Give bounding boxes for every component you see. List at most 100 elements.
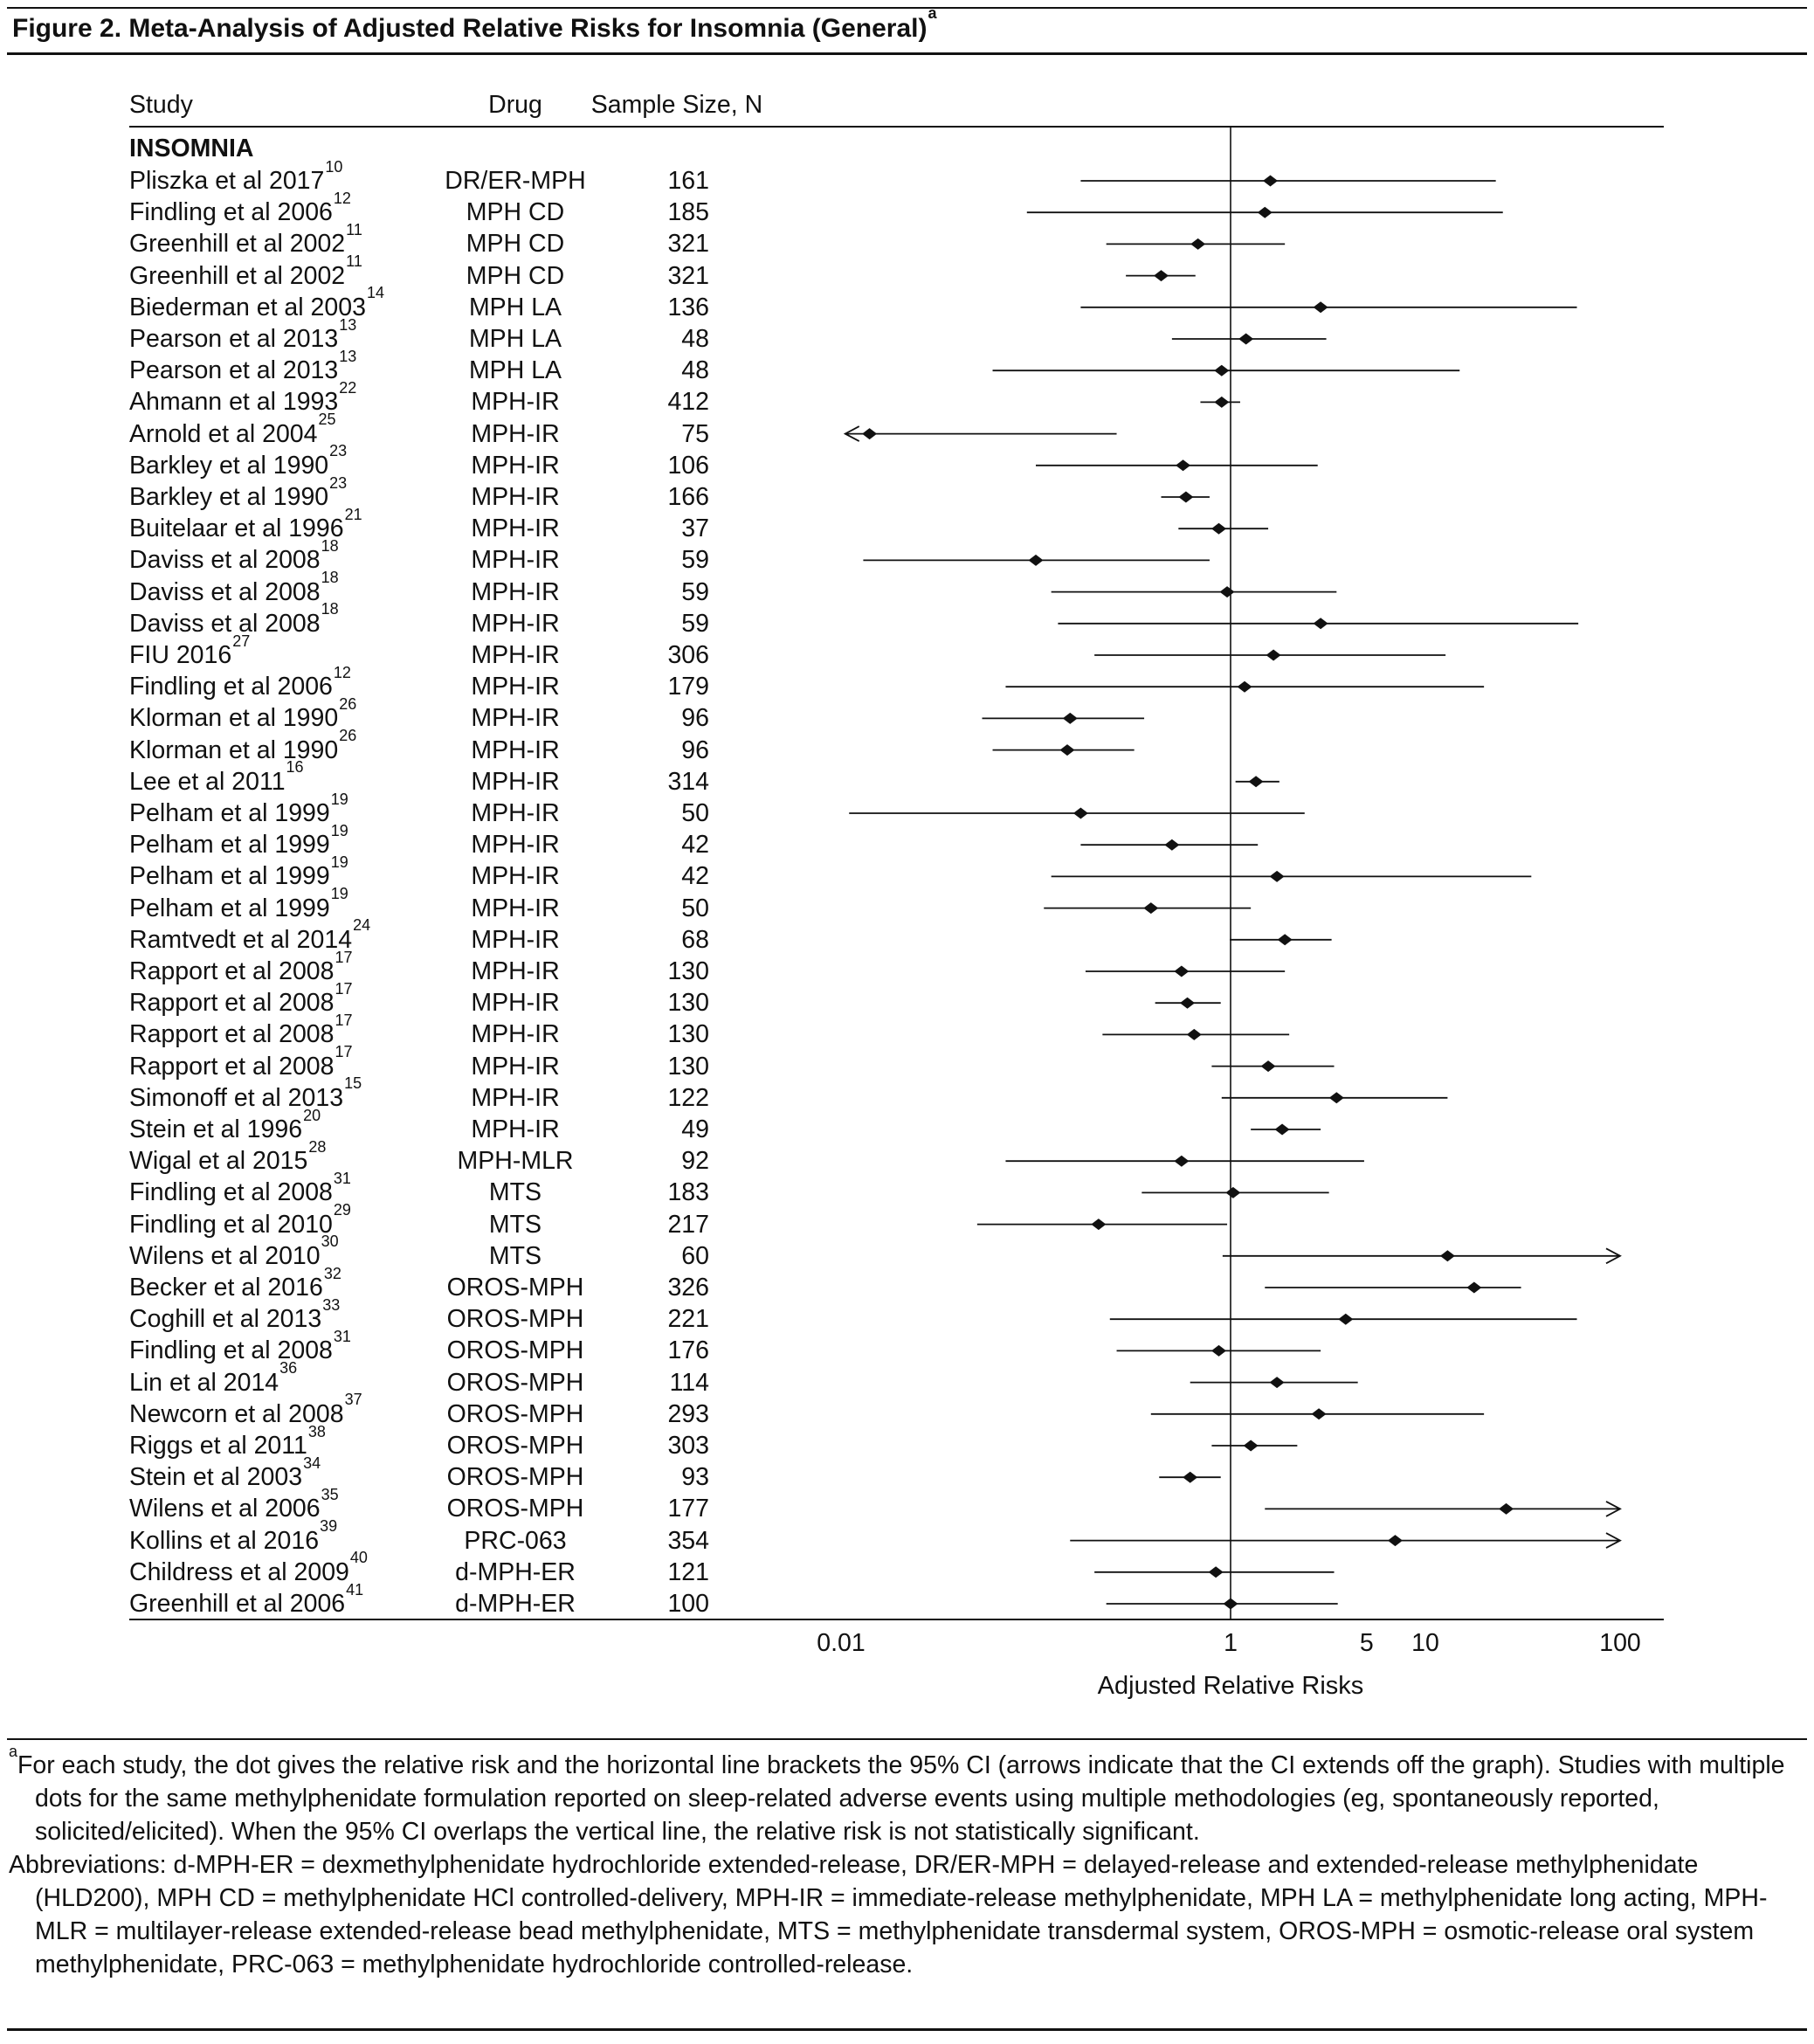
study-label: Riggs et al 201138 (129, 1422, 326, 1460)
drug-label: MPH-IR (471, 704, 560, 733)
study-label: Findling et al 200612 (129, 189, 351, 227)
study-row: Findling et al 200831 OROS-MPH 176 (0, 1329, 1814, 1366)
title-underline-rule (7, 52, 1807, 55)
drug-label: MPH CD (466, 230, 565, 259)
study-label: Simonoff et al 201315 (129, 1074, 362, 1112)
drug-label: MTS (488, 1178, 542, 1207)
study-reference-superscript: 37 (344, 1391, 362, 1409)
study-reference-superscript: 17 (335, 948, 353, 966)
study-row: FIU 201627 MPH-IR 306 (0, 633, 1814, 671)
column-header-study: Study (129, 91, 193, 119)
study-label: Daviss et al 200818 (129, 536, 339, 575)
x-axis-tick-label: 10 (1411, 1629, 1439, 1657)
sample-size-value: 177 (667, 1495, 709, 1523)
sample-size-value: 50 (681, 799, 709, 827)
sample-size-value: 106 (667, 451, 709, 480)
drug-label: MPH-IR (471, 767, 560, 796)
study-reference-superscript: 38 (307, 1422, 326, 1440)
drug-label: MTS (488, 1241, 542, 1270)
abbreviations-text: Abbreviations: d-MPH-ER = dexmethylpheni… (9, 1851, 1768, 1978)
study-row: Findling et al 200831 MTS 183 (0, 1170, 1814, 1208)
study-reference-superscript: 18 (321, 536, 339, 555)
sample-size-value: 130 (667, 1020, 709, 1049)
sample-size-value: 217 (667, 1210, 709, 1239)
drug-label: MPH-IR (471, 799, 560, 827)
x-axis-tick-label: 5 (1359, 1629, 1374, 1657)
study-label: Buitelaar et al 199621 (129, 505, 362, 543)
study-reference-superscript: 30 (321, 1233, 339, 1251)
sample-size-value: 100 (667, 1590, 709, 1618)
study-row: Pelham et al 199919 MPH-IR 42 (0, 821, 1814, 860)
study-label: Rapport et al 200817 (129, 979, 353, 1018)
study-row: Findling et al 201029 MTS 217 (0, 1202, 1814, 1240)
study-label: Pliszka et al 201710 (129, 157, 343, 196)
drug-label: MPH LA (468, 325, 562, 353)
study-label: Becker et al 201632 (129, 1264, 341, 1302)
drug-label: OROS-MPH (446, 1368, 584, 1397)
sample-size-value: 166 (667, 483, 709, 511)
study-row: Klorman et al 199026 MPH-IR 96 (0, 728, 1814, 766)
drug-label: OROS-MPH (446, 1463, 584, 1492)
study-row: Arnold et al 200425 MPH-IR 75 (0, 411, 1814, 450)
study-label: Pelham et al 199919 (129, 821, 348, 860)
study-label: Lin et al 201436 (129, 1359, 298, 1397)
sample-size-value: 179 (667, 673, 709, 701)
sample-size-value: 92 (681, 1147, 709, 1176)
study-row: Riggs et al 201138 OROS-MPH 303 (0, 1422, 1814, 1461)
sample-size-value: 122 (667, 1083, 709, 1112)
study-row: Rapport et al 200817 MPH-IR 130 (0, 949, 1814, 987)
study-reference-superscript: 12 (333, 189, 351, 207)
study-reference-superscript: 13 (339, 315, 357, 334)
study-row: Pearson et al 201313 MPH LA 48 (0, 315, 1814, 355)
drug-label: MPH-IR (471, 546, 560, 575)
study-reference-superscript: 23 (329, 473, 348, 492)
study-row: Childress et al 200940 d-MPH-ER 121 (0, 1550, 1814, 1588)
study-row: Wilens et al 201030 MTS 60 (0, 1233, 1814, 1272)
sample-size-value: 306 (667, 641, 709, 669)
sample-size-value: 183 (667, 1178, 709, 1207)
study-label: Daviss et al 200818 (129, 569, 339, 606)
drug-label: MPH-IR (471, 419, 560, 448)
drug-label: MPH-IR (471, 862, 560, 891)
study-label: Findling et al 200612 (129, 663, 351, 701)
study-reference-superscript: 21 (344, 505, 362, 523)
study-reference-superscript: 19 (330, 790, 348, 808)
study-row: Stein et al 199620 MPH-IR 49 (0, 1108, 1814, 1145)
study-reference-superscript: 11 (346, 220, 362, 238)
x-axis-tick-label: 0.01 (817, 1629, 866, 1657)
study-reference-superscript: 39 (320, 1517, 338, 1536)
study-reference-superscript: 15 (344, 1074, 362, 1093)
study-row: Barkley et al 199023 MPH-IR 106 (0, 443, 1814, 481)
study-reference-superscript: 22 (339, 378, 357, 397)
study-row: Rapport et al 200817 MPH-IR 130 (0, 1012, 1814, 1050)
sample-size-value: 42 (681, 862, 709, 891)
column-header-sample-size: Sample Size, N (590, 91, 763, 119)
study-row: Lee et al 201116 MPH-IR 314 (0, 758, 1814, 798)
study-row: Rapport et al 200817 MPH-IR 130 (0, 979, 1814, 1019)
study-reference-superscript: 40 (349, 1549, 368, 1567)
x-axis-label: Adjusted Relative Risks (1097, 1672, 1364, 1700)
study-row: Greenhill et al 200211 MPH CD 321 (0, 222, 1814, 259)
study-reference-superscript: 33 (322, 1295, 341, 1314)
sample-size-value: 37 (681, 514, 709, 543)
study-label: Pelham et al 199919 (129, 790, 348, 828)
study-row: Pelham et al 199919 MPH-IR 42 (0, 854, 1814, 892)
study-label: Daviss et al 200818 (129, 600, 339, 638)
study-reference-superscript: 17 (335, 1011, 353, 1029)
sample-size-value: 412 (667, 388, 709, 417)
drug-label: MPH-MLR (457, 1147, 574, 1176)
sample-size-value: 130 (667, 1052, 709, 1081)
study-label: Lee et al 201116 (129, 758, 304, 796)
drug-label: MPH-IR (471, 609, 560, 638)
study-reference-superscript: 26 (339, 694, 357, 713)
study-label: Wigal et al 201528 (129, 1137, 327, 1176)
study-label: Pearson et al 201313 (129, 315, 357, 354)
footnote-abbreviations: Abbreviations: d-MPH-ER = dexmethylpheni… (9, 1848, 1806, 1981)
study-label: Arnold et al 200425 (129, 411, 336, 448)
drug-label: MPH-IR (471, 1083, 560, 1112)
study-row: Wigal et al 201528 MPH-MLR 92 (0, 1137, 1814, 1177)
study-row: Coghill et al 201333 OROS-MPH 221 (0, 1297, 1814, 1335)
study-label: Newcorn et al 200837 (129, 1391, 362, 1428)
study-reference-superscript: 27 (232, 632, 251, 650)
